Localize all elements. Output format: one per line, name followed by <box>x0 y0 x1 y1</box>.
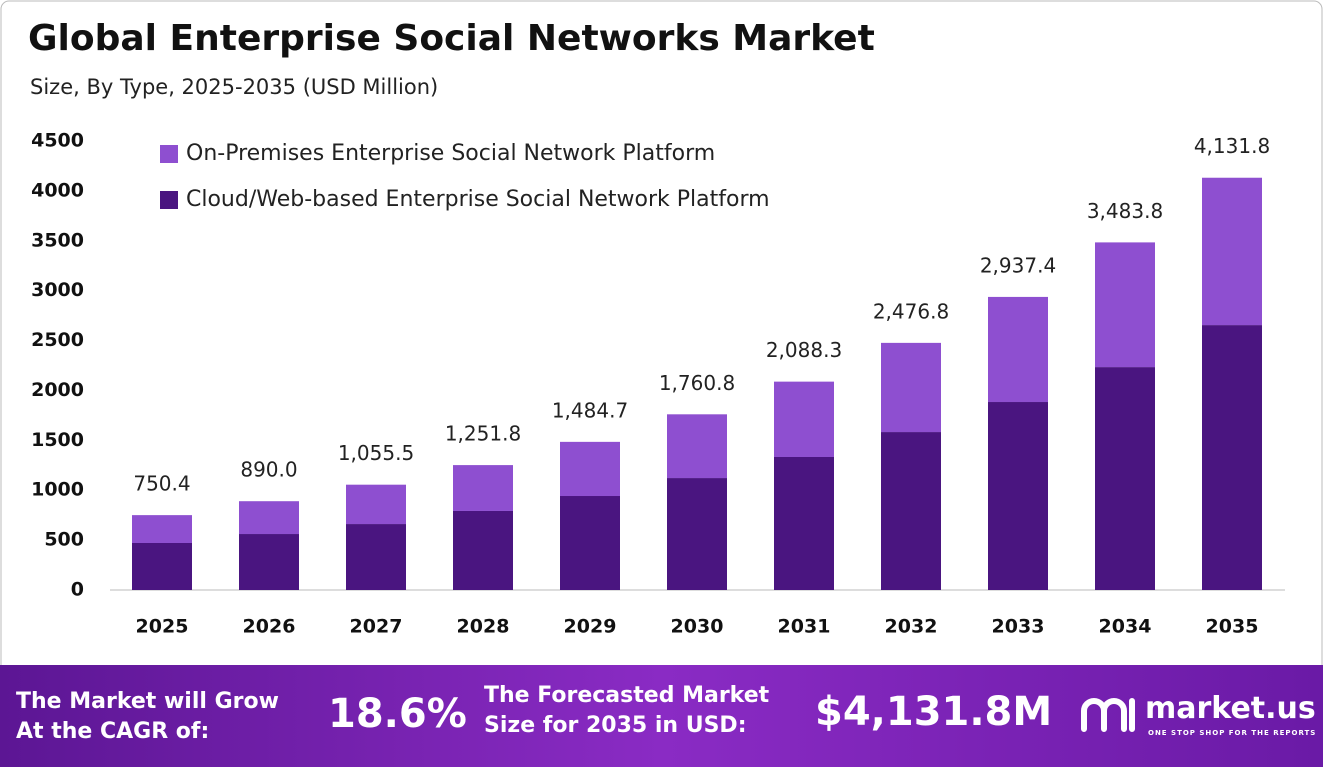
y-tick-label: 1500 <box>31 429 84 451</box>
bar-segment <box>346 524 406 590</box>
bar-segment <box>774 456 834 590</box>
total-label: 4,131.8 <box>1194 134 1270 158</box>
total-label: 2,088.3 <box>766 338 842 362</box>
legend-label: On-Premises Enterprise Social Network Pl… <box>186 141 715 166</box>
brand: market.us <box>1145 691 1316 726</box>
y-tick-label: 4500 <box>31 130 84 152</box>
y-tick-label: 3500 <box>31 229 84 251</box>
bar-segment <box>560 441 620 497</box>
footer: The Market will Grow At the CAGR of: 18.… <box>0 665 1323 767</box>
x-tick-label: 2025 <box>136 616 189 638</box>
bar-segment <box>1202 177 1262 326</box>
bar-segment <box>1095 242 1155 368</box>
x-tick-label: 2033 <box>992 616 1045 638</box>
bar-segment <box>1202 325 1262 590</box>
total-label: 1,251.8 <box>445 422 521 446</box>
y-tick-label: 500 <box>44 529 84 551</box>
x-tick-label: 2032 <box>885 616 938 638</box>
x-tick-label: 2031 <box>778 616 831 638</box>
x-tick-label: 2028 <box>457 616 510 638</box>
cagr-value: 18.6% <box>328 691 467 737</box>
bar-segment <box>132 515 192 544</box>
bar-segment <box>1095 367 1155 590</box>
bar-segment <box>988 296 1048 403</box>
total-label: 1,760.8 <box>659 371 735 395</box>
cagr-text: The Market will Grow At the CAGR of: <box>16 689 279 744</box>
y-tick-label: 2500 <box>31 329 84 351</box>
total-label: 1,484.7 <box>552 398 628 422</box>
bar-segment <box>239 501 299 535</box>
bar-segment <box>453 510 513 590</box>
legend-swatch <box>160 191 178 209</box>
tagline: ONE STOP SHOP FOR THE REPORTS <box>1148 729 1317 737</box>
chart-title: Global Enterprise Social Networks Market <box>28 18 875 59</box>
y-tick-label: 0 <box>71 579 84 601</box>
y-tick-label: 4000 <box>31 179 84 201</box>
x-tick-label: 2030 <box>671 616 724 638</box>
bar-segment <box>239 534 299 590</box>
bar-segment <box>774 381 834 457</box>
bar-segment <box>453 465 513 511</box>
total-label: 2,937.4 <box>980 253 1056 277</box>
bar-segment <box>667 414 727 479</box>
bar-segment <box>881 432 941 590</box>
x-tick-label: 2026 <box>243 616 296 638</box>
x-tick-label: 2027 <box>350 616 403 638</box>
total-label: 890.0 <box>240 458 297 482</box>
bar-segment <box>346 484 406 525</box>
total-label: 1,055.5 <box>338 441 414 465</box>
chart-subtitle: Size, By Type, 2025-2035 (USD Million) <box>30 75 438 99</box>
forecast-text: The Forecasted Market Size for 2035 in U… <box>484 683 770 738</box>
y-tick-label: 3000 <box>31 279 84 301</box>
y-tick-label: 2000 <box>31 379 84 401</box>
bar-segment <box>881 342 941 433</box>
y-tick-label: 1000 <box>31 479 84 501</box>
total-label: 750.4 <box>133 472 190 496</box>
total-label: 2,476.8 <box>873 299 949 323</box>
legend-swatch <box>160 145 178 163</box>
legend-label: Cloud/Web-based Enterprise Social Networ… <box>186 187 770 212</box>
x-tick-label: 2029 <box>564 616 617 638</box>
total-label: 3,483.8 <box>1087 199 1163 223</box>
brand-logo <box>1081 698 1135 732</box>
bar-segment <box>132 543 192 590</box>
bar-segment <box>560 496 620 590</box>
bar-segment <box>988 402 1048 590</box>
x-tick-label: 2034 <box>1099 616 1152 638</box>
chart: Global Enterprise Social Networks Market… <box>0 0 1323 665</box>
bar-segment <box>667 478 727 590</box>
x-tick-label: 2035 <box>1206 616 1259 638</box>
forecast-value: $4,131.8M <box>815 689 1053 735</box>
